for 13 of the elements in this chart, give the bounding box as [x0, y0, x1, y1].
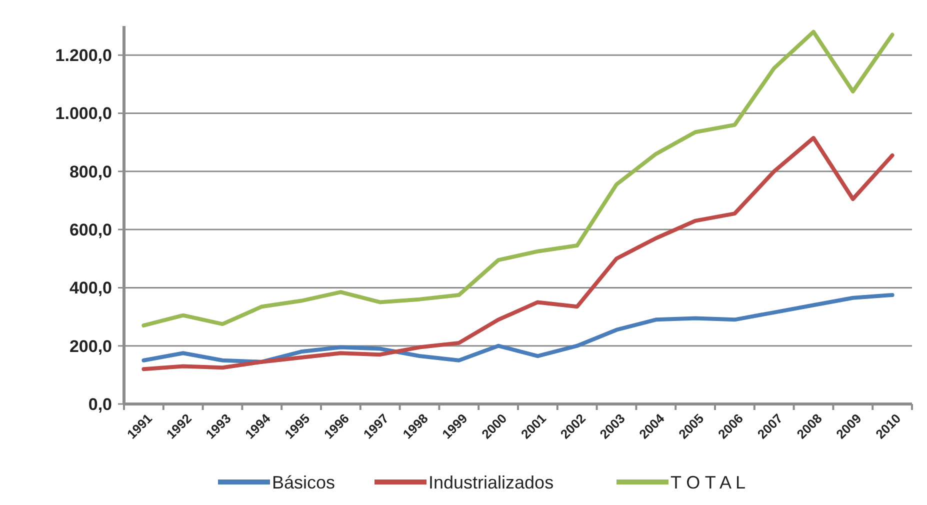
y-tick-label: 400,0 [69, 278, 112, 298]
y-tick-label: 800,0 [69, 162, 112, 182]
line-series [142, 30, 894, 328]
legend-label: Industrializados [428, 472, 554, 492]
y-tick-label: 600,0 [69, 220, 112, 240]
y-tick-label: 1.000,0 [55, 104, 112, 124]
line-series [142, 292, 894, 364]
y-tick-label: 200,0 [69, 336, 112, 356]
y-tick-label: 0,0 [88, 394, 112, 414]
line-series [142, 136, 894, 372]
y-tick-label: 1.200,0 [55, 46, 112, 66]
legend-label: T O T A L [670, 472, 746, 492]
legend-label: Básicos [272, 472, 336, 492]
